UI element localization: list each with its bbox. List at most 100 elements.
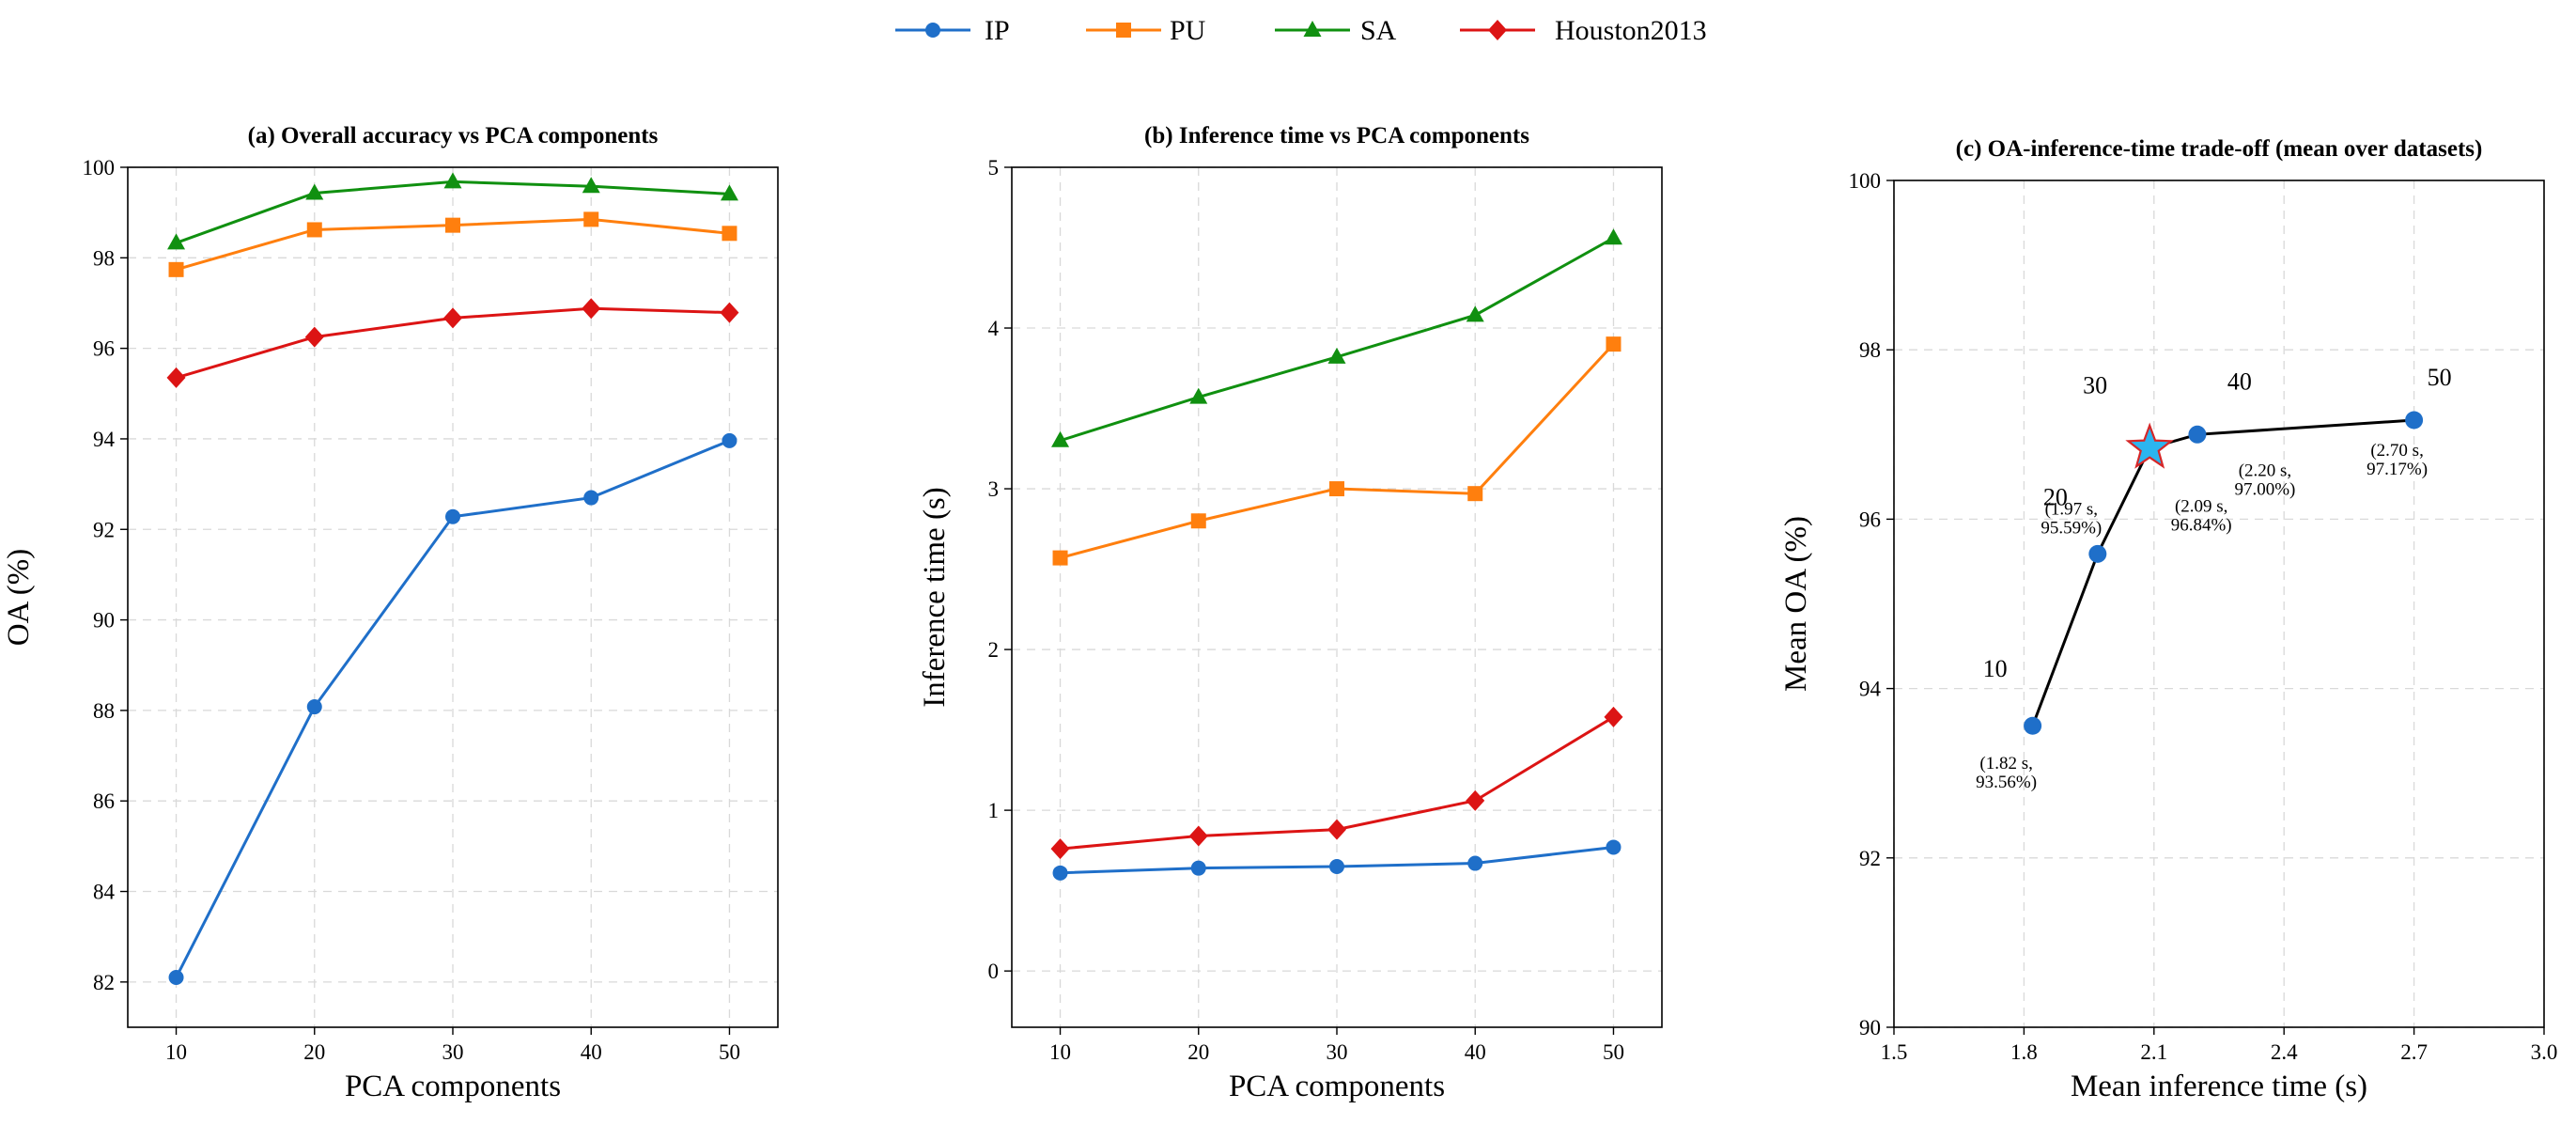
data-point <box>2024 716 2042 735</box>
x-axis-label: PCA components <box>345 1070 561 1103</box>
data-point-houston2013 <box>1188 825 1208 847</box>
point-20: 20(1.97 s,95.59%) <box>2041 483 2107 563</box>
panel-c-tradeoff: 1.5 1.8 2.1 2.4 2.7 3.0 90 92 94 96 98 100 (c) OA-in… <box>1779 136 2557 1103</box>
data-point-ip <box>168 970 184 986</box>
data-point-houston2013 <box>1050 838 1070 860</box>
data-point-sa <box>1327 347 1346 364</box>
x-tick-label: 2.4 <box>2271 1040 2298 1064</box>
data-point <box>2188 425 2207 444</box>
data-point-ip <box>1467 855 1483 871</box>
x-tick-label: 10 <box>1049 1040 1071 1064</box>
tradeoff-line <box>2031 418 2414 727</box>
y-tick-label: 4 <box>988 317 1000 340</box>
pca-label: 20 <box>2043 483 2068 510</box>
y-tick-label: 84 <box>93 881 116 904</box>
y-tick-label: 3 <box>988 477 1000 501</box>
data-point <box>2405 411 2424 430</box>
series-sa <box>167 172 738 250</box>
legend-label-pu: PU <box>1170 15 1206 46</box>
y-tick-label: 90 <box>1859 1016 1881 1039</box>
pca-label: 10 <box>1983 655 2008 682</box>
y-tick-label: 90 <box>93 609 115 633</box>
series-ip <box>168 432 737 986</box>
plot-frame <box>127 166 779 1028</box>
data-point-ip <box>1606 839 1622 855</box>
x-tick-label: 1.5 <box>1881 1040 1908 1064</box>
series-line-pu <box>1060 343 1615 560</box>
data-point-houston2013 <box>720 302 739 323</box>
data-point-pu <box>168 261 184 277</box>
data-point-houston2013 <box>166 367 186 388</box>
legend-label-ip: IP <box>985 15 1010 46</box>
panel-b-time-vs-pca: 10 20 30 40 50 0 1 2 3 4 5 (b) Inference time vs PC… <box>918 123 1663 1103</box>
x-tick-label: 40 <box>581 1040 602 1064</box>
plot-frame <box>1893 180 2545 1028</box>
point-annotation: 93.56%) <box>1976 773 2037 792</box>
data-point-ip <box>722 432 737 448</box>
data-point-pu <box>306 222 322 238</box>
x-tick-label: 50 <box>1603 1040 1624 1064</box>
point-annotation: (2.09 s, <box>2175 497 2227 517</box>
y-tick-label: 88 <box>93 699 115 723</box>
x-tick-label: 3.0 <box>2531 1040 2558 1064</box>
x-tick-label: 20 <box>1187 1040 1209 1064</box>
y-axis-label: Inference time (s) <box>918 487 952 708</box>
x-tick-label: 2.7 <box>2400 1040 2428 1064</box>
data-point-pu <box>1606 336 1622 352</box>
data-point-houston2013 <box>1604 706 1623 727</box>
gridlines <box>128 166 778 1027</box>
series-houston2013 <box>166 298 739 388</box>
data-point-sa <box>1189 387 1208 404</box>
y-axis-label: OA (%) <box>2 549 36 647</box>
y-tick-label: 94 <box>1859 678 1882 701</box>
data-point-pu <box>1052 550 1068 566</box>
chart-title: (b) Inference time vs PCA components <box>1144 123 1529 148</box>
data-point-sa <box>1051 430 1070 447</box>
y-tick-label: 2 <box>988 638 1000 662</box>
y-tick-label: 5 <box>988 156 1000 180</box>
point-50: 50 (2.70 s,97.17%) <box>2367 364 2451 479</box>
y-tick-label: 0 <box>988 960 1000 983</box>
data-point-sa <box>582 177 600 194</box>
plot-frame <box>1011 166 1663 1028</box>
data-point-ip <box>1052 865 1068 881</box>
x-tick-label: 40 <box>1465 1040 1486 1064</box>
y-tick-label: 96 <box>1859 508 1881 531</box>
series-pu <box>1052 336 1622 566</box>
legend-label-sa: SA <box>1360 15 1397 46</box>
legend-marker-sa <box>1303 21 1322 37</box>
x-tick-label: 30 <box>1327 1040 1348 1064</box>
y-tick-label: 82 <box>93 971 115 994</box>
highlight-star-point <box>2125 422 2175 469</box>
y-axis-label: Mean OA (%) <box>1779 516 1813 692</box>
data-point-pu <box>445 217 460 233</box>
y-tick-label: 96 <box>93 337 115 361</box>
x-tick-label: 50 <box>719 1040 740 1064</box>
y-tick-label: 1 <box>988 799 1000 822</box>
point-annotation: (2.70 s, <box>2370 441 2423 461</box>
point-annotation: 97.17%) <box>2367 460 2428 479</box>
series-pu <box>168 211 737 277</box>
data-point-sa <box>305 183 324 200</box>
data-point-ip <box>583 490 599 506</box>
x-tick-label: 1.8 <box>2010 1040 2038 1064</box>
pca-label: 40 <box>2227 367 2252 395</box>
legend-marker-ip <box>925 23 940 38</box>
legend-entry-houston2013: Houston2013 <box>1460 15 1707 46</box>
data-point-sa <box>167 233 186 250</box>
series-houston2013 <box>1050 706 1623 860</box>
y-tick-label: 98 <box>1859 338 1881 362</box>
legend-entry-ip: IP <box>895 15 1010 46</box>
data-point-pu <box>722 226 737 242</box>
y-tick-label: 92 <box>1859 847 1881 870</box>
data-point-pu <box>1467 486 1483 502</box>
data-point-sa <box>1466 305 1484 322</box>
x-tick-label: 10 <box>165 1040 187 1064</box>
pca-label: 50 <box>2428 364 2452 391</box>
legend-entry-pu: PU <box>1086 15 1206 46</box>
data-point-houston2013 <box>1466 789 1485 811</box>
point-annotation: (2.20 s, <box>2239 461 2291 480</box>
series-ip <box>1052 839 1622 881</box>
panel-a-oa-vs-pca: 10 20 30 40 50 82 84 86 88 90 92 94 96 98 100 (a) Overa… <box>2 123 779 1103</box>
data-point-ip <box>1190 860 1206 876</box>
